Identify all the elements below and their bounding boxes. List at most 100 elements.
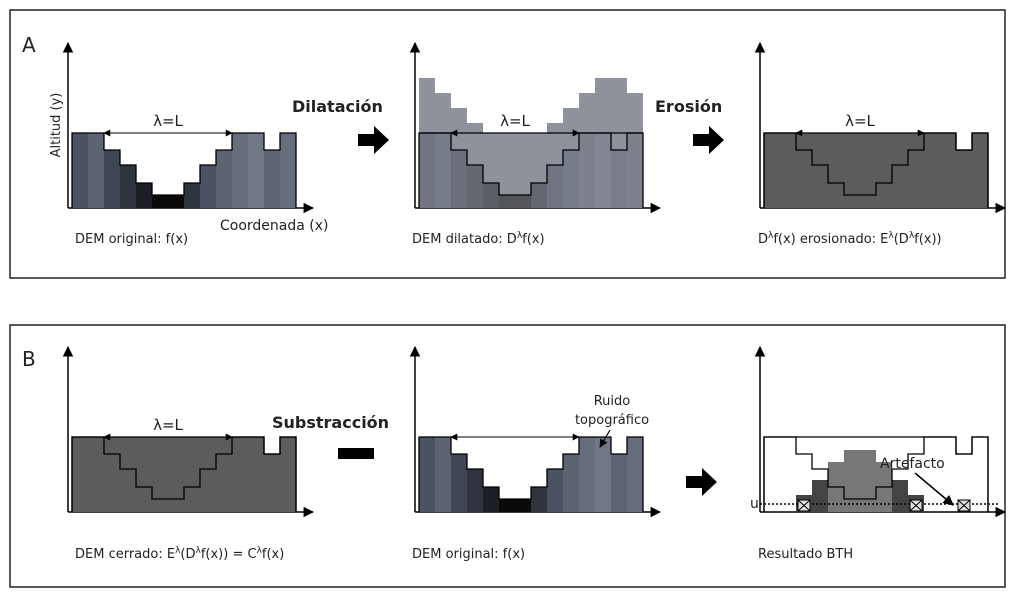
operator-label: Dilatación: [292, 97, 383, 116]
column: [483, 487, 499, 512]
residual-column: [812, 480, 828, 512]
caption: Dλf(x) erosionado: Eλ(Dλf(x)): [758, 231, 942, 247]
profile-outline: [71, 132, 297, 208]
column: [200, 165, 216, 208]
column: [120, 165, 136, 208]
column: [467, 469, 483, 512]
dilated-column: [595, 78, 611, 208]
caption: DEM original: f(x): [75, 232, 188, 247]
panel-a-frame: [9, 9, 1006, 279]
caption-part: DEM original: f(x): [75, 232, 188, 247]
lambda-label: λ=L: [500, 112, 530, 130]
column: [232, 133, 248, 208]
column: [483, 183, 499, 208]
caption-part: DEM dilatado: D: [412, 232, 517, 247]
profile-outline: [763, 132, 989, 208]
caption-part: λ: [196, 546, 202, 556]
caption-part: (D: [894, 232, 909, 247]
profile-outline: [418, 132, 644, 208]
column: [563, 150, 579, 208]
column: [595, 437, 611, 512]
x-axis-label: Coordenada (x): [220, 218, 329, 234]
panel-label: A: [22, 33, 36, 57]
residual-column: [860, 450, 876, 512]
panel-b-frame: [9, 324, 1006, 588]
annotation: Ruido: [594, 394, 631, 409]
minus-sign: [338, 448, 374, 459]
column: [451, 454, 467, 512]
column: [595, 133, 611, 208]
residual-column: [892, 480, 908, 512]
operator-arrow: [693, 126, 724, 154]
column: [168, 195, 184, 208]
residual-column: [844, 450, 860, 512]
lambda-label: λ=L: [845, 112, 875, 130]
lambda-label: λ=L: [153, 112, 183, 130]
column: [435, 437, 451, 512]
caption-part: λ: [517, 231, 523, 241]
caption-part: f(x) erosionado: E: [773, 232, 888, 247]
column: [611, 454, 627, 512]
dilated-column: [483, 133, 499, 208]
annotation-arrow: [599, 429, 611, 448]
caption: DEM cerrado: Eλ(Dλf(x)) = Cλf(x): [75, 546, 284, 562]
dilated-column: [435, 93, 451, 208]
artifact-cross: [797, 499, 811, 512]
column: [184, 183, 200, 208]
profile-outline: [763, 436, 989, 512]
caption-part: λ: [909, 231, 915, 241]
threshold-label: u: [750, 496, 759, 512]
caption-part: f(x)): [914, 232, 942, 247]
column: [499, 499, 515, 512]
column: [264, 150, 280, 208]
column: [467, 165, 483, 208]
caption-part: λ: [257, 546, 263, 556]
column: [579, 437, 595, 512]
column: [547, 469, 563, 512]
column: [72, 133, 88, 208]
caption-part: DEM cerrado: E: [75, 547, 175, 562]
dilated-column: [531, 133, 547, 208]
caption: Resultado BTH: [758, 547, 853, 562]
dilated-column: [627, 93, 643, 208]
operator-label: Erosión: [655, 97, 722, 116]
annotation: Artefacto: [880, 456, 945, 472]
column: [627, 437, 643, 512]
operator-label: Substracción: [272, 413, 389, 432]
column: [531, 487, 547, 512]
column: [419, 437, 435, 512]
column: [627, 133, 643, 208]
caption-part: Resultado BTH: [758, 547, 853, 562]
caption-part: λ: [768, 231, 774, 241]
column: [435, 133, 451, 208]
caption-part: λ: [888, 231, 894, 241]
artifact-cross: [957, 499, 971, 512]
caption-part: D: [758, 232, 768, 247]
column: [547, 165, 563, 208]
column: [499, 195, 515, 208]
caption-part: f(x): [522, 232, 544, 247]
lambda-label: λ=L: [153, 416, 183, 434]
column: [515, 195, 531, 208]
caption: DEM original: f(x): [412, 547, 525, 562]
column: [611, 150, 627, 208]
dilated-column: [419, 78, 435, 208]
caption: DEM dilatado: Dλf(x): [412, 231, 545, 247]
dilated-column: [579, 93, 595, 208]
column: [563, 454, 579, 512]
caption-part: (D: [180, 547, 195, 562]
eroded-profile: [763, 132, 989, 208]
closed-profile: [71, 436, 297, 512]
profile-outline: [71, 436, 297, 512]
column: [216, 150, 232, 208]
column: [531, 183, 547, 208]
annotation: topográfico: [575, 413, 649, 428]
column: [88, 133, 104, 208]
artifact-cross: [909, 499, 923, 512]
column: [419, 133, 435, 208]
column: [136, 183, 152, 208]
annotation-arrow: [914, 472, 954, 506]
dilated-column: [611, 78, 627, 208]
column: [280, 133, 296, 208]
operator-arrow: [686, 468, 717, 496]
